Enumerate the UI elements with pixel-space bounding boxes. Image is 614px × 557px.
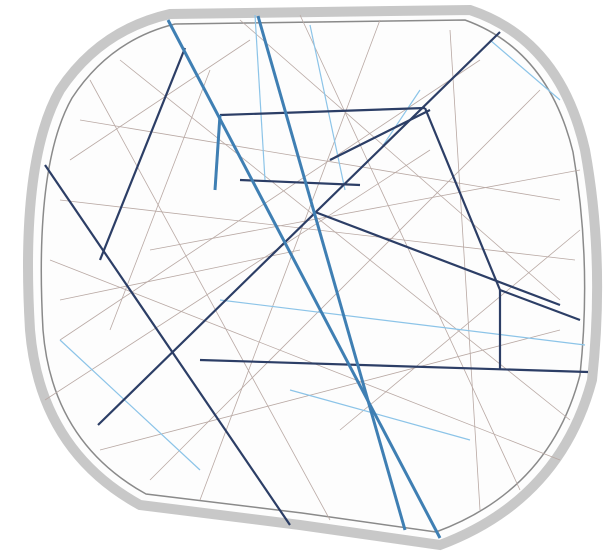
site-plan: [0, 0, 614, 557]
outer-boundary: [28, 10, 597, 545]
page: [0, 0, 614, 557]
